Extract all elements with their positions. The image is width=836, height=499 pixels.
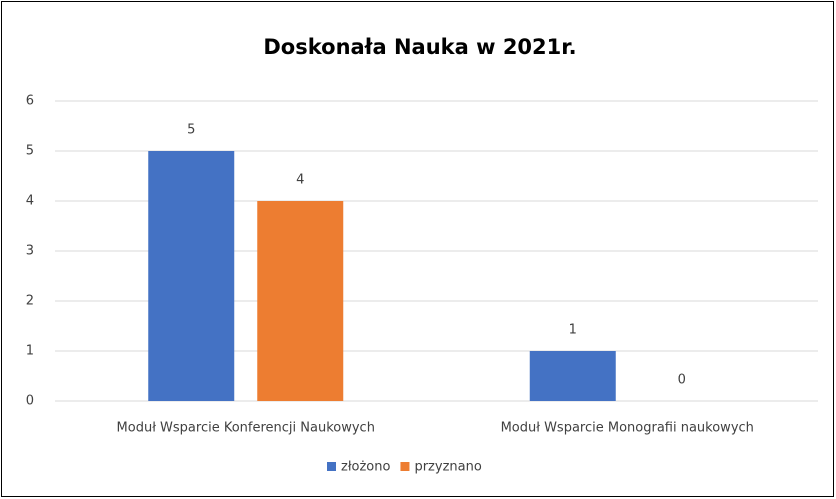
legend-label: przyznano: [414, 460, 481, 475]
legend-swatch: [400, 462, 410, 471]
y-tick-label: 6: [26, 94, 34, 109]
bar: [529, 351, 616, 401]
y-tick-label: 3: [26, 244, 34, 259]
legend-swatch: [327, 462, 336, 471]
bar: [148, 151, 235, 401]
data-label: 5: [187, 123, 195, 138]
data-label: 0: [678, 373, 686, 388]
bar: [257, 201, 344, 401]
y-tick-label: 1: [26, 344, 34, 359]
chart-title: Doskonała Nauka w 2021r.: [263, 35, 576, 59]
y-tick-label: 2: [26, 294, 34, 309]
x-tick-label: Moduł Wsparcie Konferencji Naukowych: [117, 421, 375, 436]
y-tick-label: 4: [26, 194, 34, 209]
y-tick-label: 5: [26, 144, 34, 159]
data-label: 4: [296, 173, 304, 188]
x-tick-label: Moduł Wsparcie Monografii naukowych: [501, 421, 754, 436]
legend-label: złożono: [341, 460, 390, 475]
data-label: 1: [569, 323, 577, 338]
y-tick-label: 0: [26, 394, 34, 409]
